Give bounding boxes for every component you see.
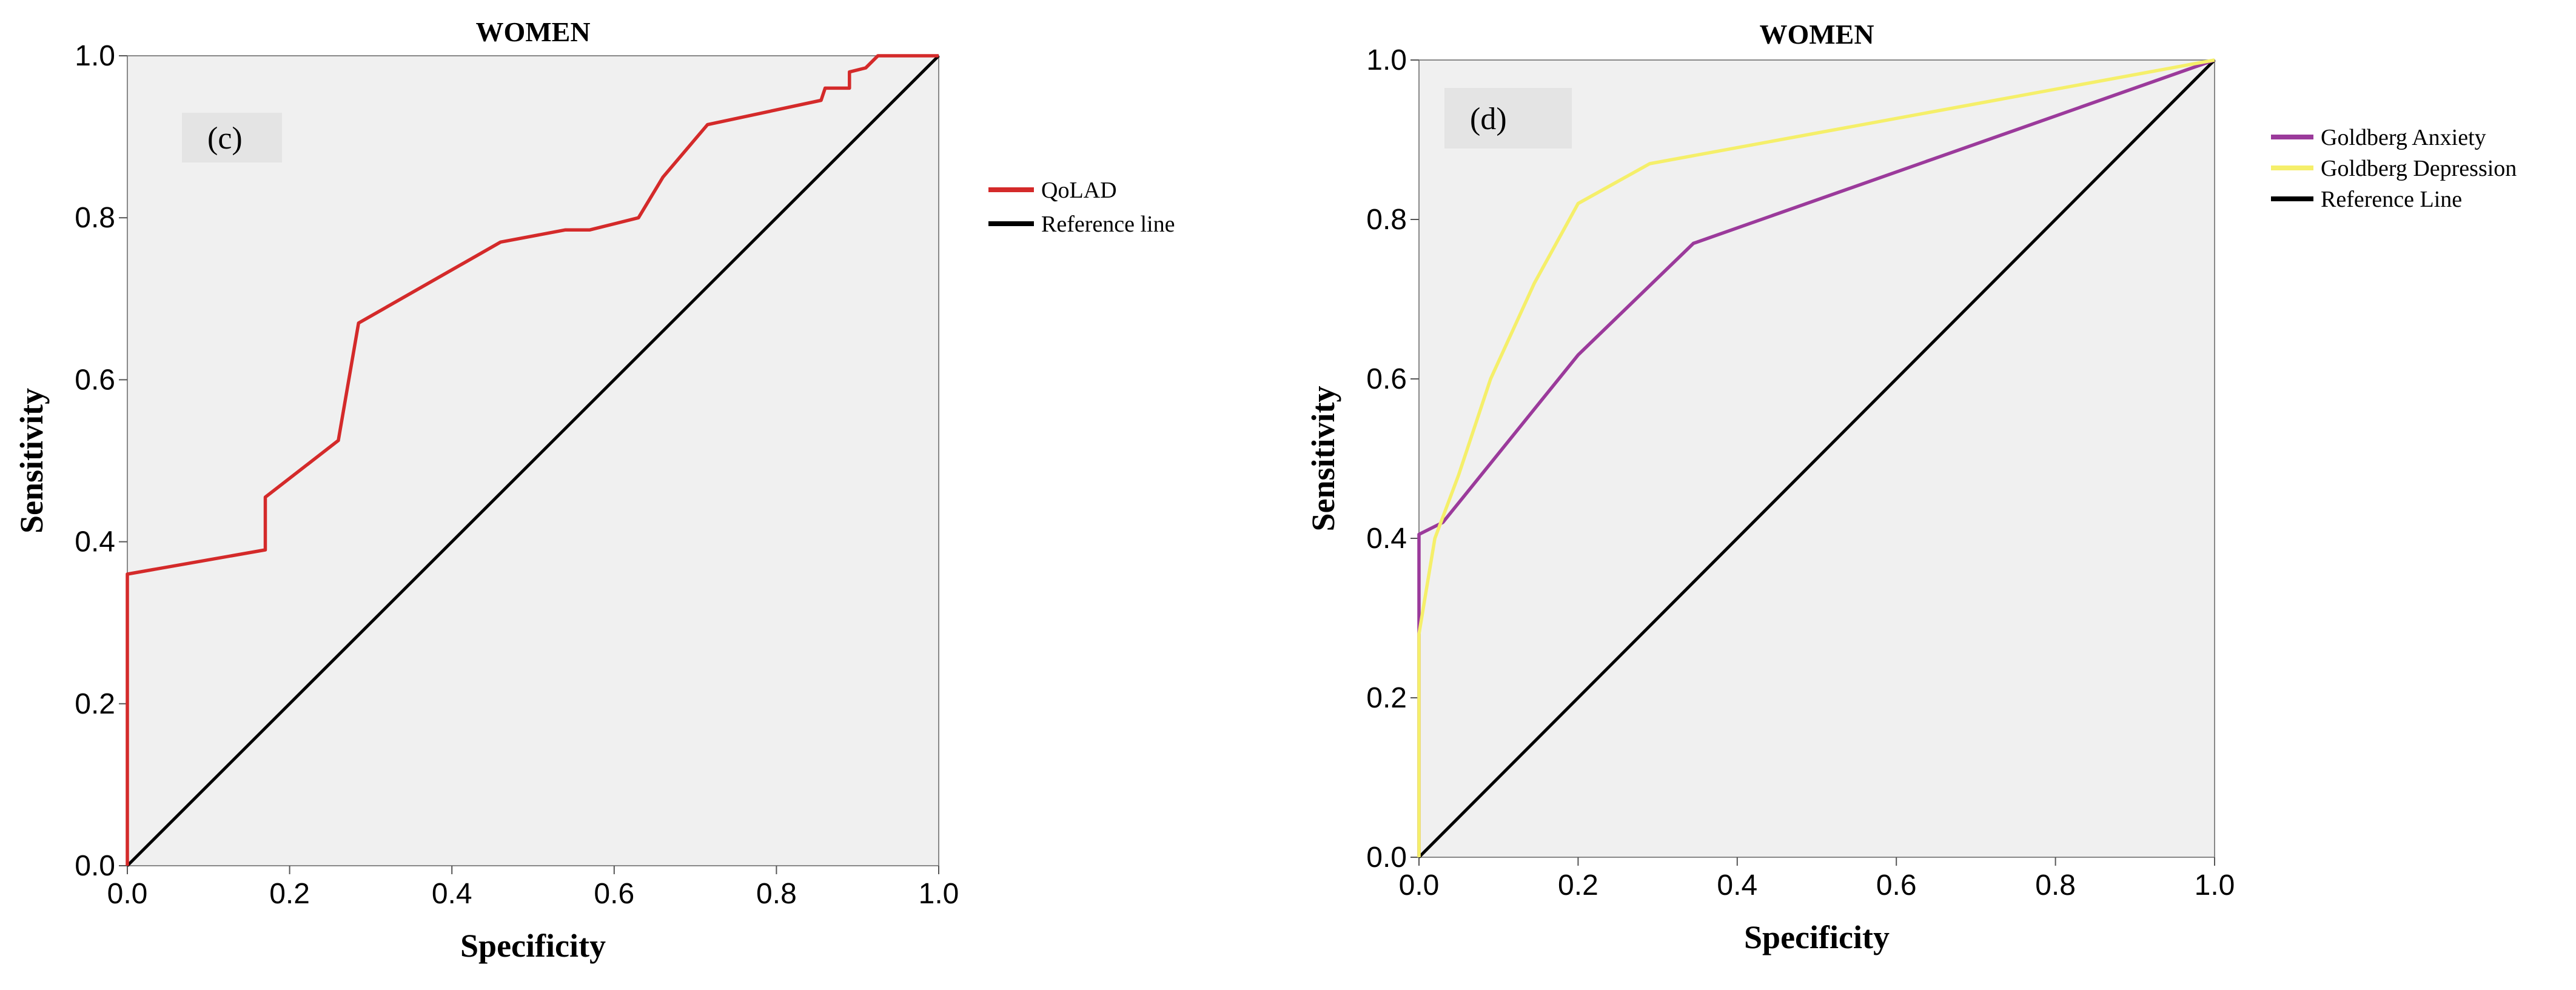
- x-tick-label: 1.0: [2195, 869, 2235, 901]
- x-tick-label: 0.0: [107, 878, 148, 910]
- series-line-reference-line: [1418, 59, 2216, 858]
- y-tick-label: 0.2: [1366, 682, 1407, 714]
- x-tick-label: 0.6: [594, 878, 634, 910]
- y-tick-label: 0.8: [1366, 204, 1407, 236]
- legend-label-reference-line: Reference Line: [2321, 187, 2462, 212]
- y-tick-label: 0.0: [1366, 841, 1407, 874]
- y-tick-label: 1.0: [1366, 44, 1407, 76]
- y-axis-label: Sensitivity: [1305, 386, 1341, 531]
- y-tick-label: 0.8: [75, 202, 115, 234]
- legend-label-reference-line: Reference line: [1041, 212, 1175, 237]
- panel-label: (c): [207, 121, 243, 156]
- y-tick-label: 0.6: [1366, 363, 1407, 395]
- x-tick-label: 0.2: [269, 878, 310, 910]
- panel-label: (d): [1470, 102, 1507, 136]
- legend-label-goldberg-anxiety: Goldberg Anxiety: [2321, 125, 2486, 150]
- series-line-goldberg-anxiety: [1417, 58, 2215, 857]
- y-tick-label: 0.4: [75, 526, 115, 558]
- chart-title: WOMEN: [475, 16, 590, 47]
- y-tick-label: 0.2: [75, 688, 115, 720]
- legend-label-qolad: QoLAD: [1041, 178, 1117, 203]
- y-tick-label: 1.0: [75, 40, 115, 72]
- x-tick-label: 0.8: [756, 878, 797, 910]
- y-axis-label: Sensitivity: [13, 388, 50, 533]
- series-line-qolad: [126, 54, 939, 866]
- panel-label-box: [1444, 88, 1572, 149]
- x-tick-label: 0.4: [432, 878, 472, 910]
- y-tick-label: 0.6: [75, 364, 115, 396]
- x-axis-label: Specificity: [1744, 919, 1890, 955]
- chart-title: WOMEN: [1759, 19, 1874, 50]
- x-tick-label: 0.0: [1399, 869, 1440, 901]
- panel-label-box: [182, 113, 282, 162]
- x-tick-label: 0.4: [1717, 869, 1757, 901]
- y-tick-label: 0.4: [1366, 523, 1407, 555]
- roc-panel-c: (c) WOMEN 0.0 0.2 0.4 0.6 0.8 1.0 0.0 0.2 0.4 0.6 0.…: [13, 16, 1175, 964]
- x-tick-label: 1.0: [919, 878, 959, 910]
- x-axis-label: Specificity: [460, 928, 606, 964]
- series-line-goldberg-depression: [1417, 58, 2215, 857]
- series-line-reference-line: [126, 55, 940, 867]
- y-tick-label: 0.0: [75, 850, 115, 882]
- legend-label-goldberg-depression: Goldberg Depression: [2321, 156, 2517, 181]
- x-tick-label: 0.6: [1876, 869, 1917, 901]
- x-tick-label: 0.2: [1558, 869, 1598, 901]
- roc-panel-d: (d) WOMEN 0.0 0.2 0.4 0.6 0.8 1.0 0.0 0.2 0.4 0.6 0.…: [1305, 19, 2517, 955]
- x-tick-label: 0.8: [2035, 869, 2076, 901]
